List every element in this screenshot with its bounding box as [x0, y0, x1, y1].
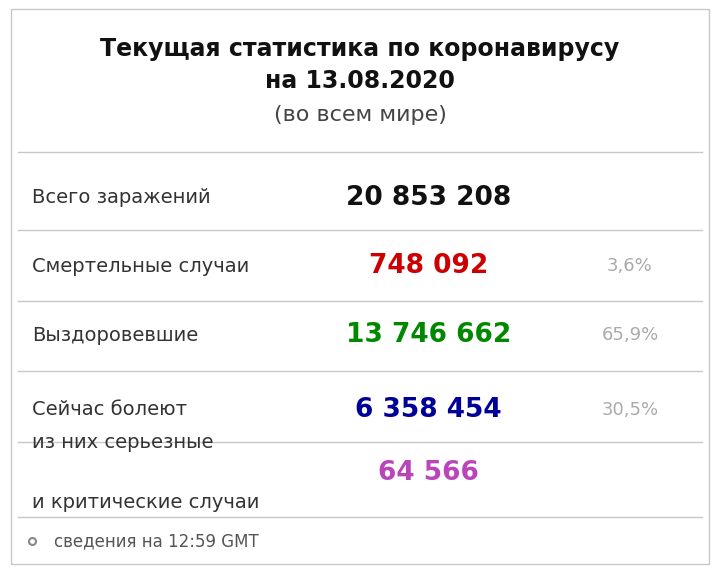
Text: 748 092: 748 092 [369, 253, 488, 280]
Text: на 13.08.2020: на 13.08.2020 [265, 69, 455, 93]
Text: сведения на 12:59 GMT: сведения на 12:59 GMT [54, 532, 258, 551]
Text: Всего заражений: Всего заражений [32, 188, 211, 207]
Text: 20 853 208: 20 853 208 [346, 185, 511, 211]
Text: 13 746 662: 13 746 662 [346, 322, 511, 348]
Text: 64 566: 64 566 [378, 460, 479, 486]
Text: Текущая статистика по коронавирусу: Текущая статистика по коронавирусу [100, 37, 620, 61]
Text: 65,9%: 65,9% [601, 326, 659, 344]
Text: Сейчас болеют: Сейчас болеют [32, 400, 187, 419]
Text: из них серьезные: из них серьезные [32, 433, 214, 453]
Text: и критические случаи: и критические случаи [32, 493, 260, 512]
Text: 30,5%: 30,5% [601, 401, 659, 419]
Text: 3,6%: 3,6% [607, 257, 653, 276]
Text: Смертельные случаи: Смертельные случаи [32, 257, 250, 276]
Text: (во всем мире): (во всем мире) [274, 105, 446, 124]
Text: 6 358 454: 6 358 454 [355, 397, 502, 423]
Text: Выздоровевшие: Выздоровевшие [32, 325, 199, 345]
